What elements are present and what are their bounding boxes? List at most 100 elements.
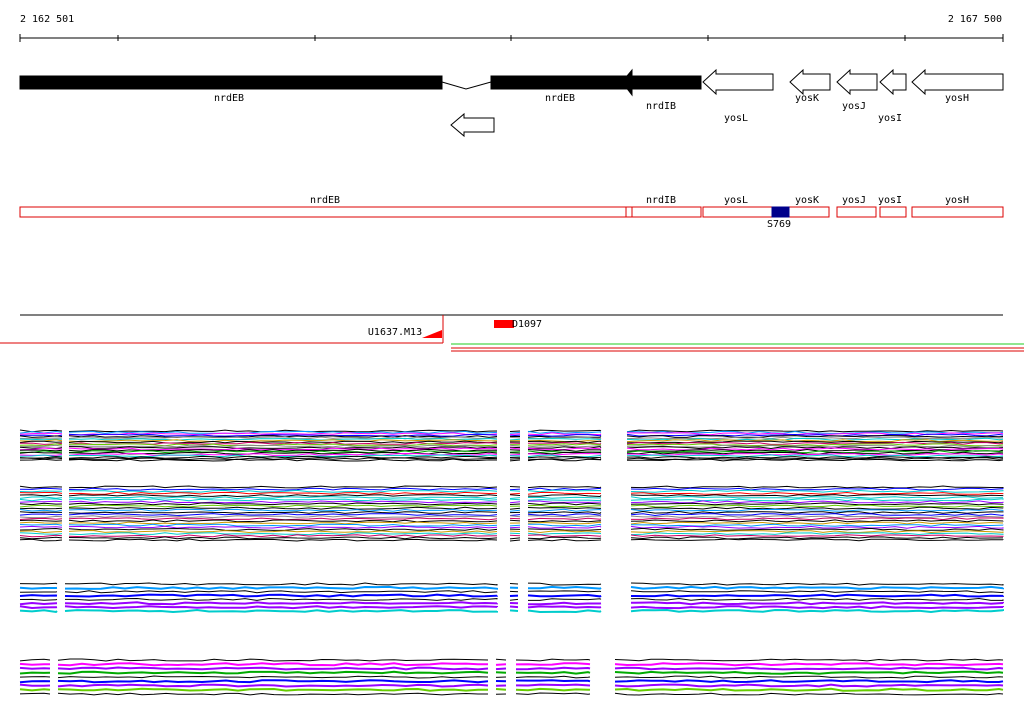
trace xyxy=(614,662,1004,667)
trace xyxy=(527,536,602,540)
trace xyxy=(527,451,602,455)
trace xyxy=(509,524,521,527)
trace xyxy=(527,458,602,462)
trace xyxy=(527,590,602,593)
trace xyxy=(19,443,63,447)
trace xyxy=(64,590,498,594)
trace xyxy=(57,666,489,671)
trace xyxy=(528,508,602,512)
feature-labels: nrdEB nrdIB yosL yosK yosJ yosI yosH S76… xyxy=(310,195,969,230)
gene-label: nrdEB xyxy=(214,93,244,104)
trace xyxy=(509,447,521,450)
trace xyxy=(509,486,521,488)
trace xyxy=(626,447,1004,451)
trace xyxy=(19,490,63,493)
trace xyxy=(19,440,63,444)
trace xyxy=(630,489,1004,493)
trace xyxy=(509,454,521,456)
trace xyxy=(57,687,489,692)
trace xyxy=(509,444,521,447)
trace xyxy=(527,443,601,446)
trace xyxy=(19,676,51,678)
feature-label: yosK xyxy=(795,195,819,206)
trace xyxy=(527,523,602,527)
trace xyxy=(64,601,498,606)
ruler-start: 2 162 501 xyxy=(20,14,74,25)
trace xyxy=(630,496,1004,500)
trace xyxy=(19,594,58,597)
trace xyxy=(68,455,498,459)
trace xyxy=(626,458,1004,462)
trace xyxy=(68,436,498,440)
trace xyxy=(509,609,519,612)
trace xyxy=(19,671,51,675)
trace xyxy=(630,593,1004,598)
gene-label: yosK xyxy=(795,93,819,104)
trace xyxy=(19,523,63,526)
trace xyxy=(68,450,498,454)
trace xyxy=(19,458,63,461)
trace xyxy=(68,440,498,444)
trace xyxy=(626,437,1004,441)
trace xyxy=(68,443,498,447)
trace xyxy=(19,534,63,538)
trace xyxy=(68,494,498,498)
trace xyxy=(68,525,498,529)
trace xyxy=(515,671,591,675)
marker-label: U1637.M13 xyxy=(368,327,422,338)
trace xyxy=(630,508,1004,512)
trace xyxy=(509,515,521,518)
trace xyxy=(527,511,602,514)
trace xyxy=(509,431,521,434)
trace xyxy=(19,692,51,695)
trace xyxy=(630,530,1004,534)
trace xyxy=(68,521,498,525)
trace xyxy=(626,454,1004,458)
trace xyxy=(19,498,63,502)
trace xyxy=(64,582,498,586)
trace xyxy=(527,593,602,598)
trace xyxy=(630,504,1004,508)
trace xyxy=(614,679,1004,684)
trace xyxy=(19,536,63,540)
trace xyxy=(630,605,1004,610)
trace xyxy=(509,530,521,532)
trace xyxy=(64,608,498,614)
trace xyxy=(19,532,63,535)
trace xyxy=(509,490,521,492)
trace xyxy=(528,515,602,519)
trace xyxy=(527,432,602,436)
trace xyxy=(19,504,63,508)
trace xyxy=(68,485,498,489)
trace xyxy=(68,496,498,500)
trace xyxy=(68,508,498,512)
trace xyxy=(509,501,521,504)
trace xyxy=(19,586,58,590)
trace xyxy=(527,496,602,499)
trace xyxy=(527,502,601,506)
trace xyxy=(527,538,601,542)
trace xyxy=(68,534,498,538)
trace xyxy=(515,687,591,692)
trace xyxy=(19,485,63,489)
trace xyxy=(19,429,63,433)
trace xyxy=(68,504,498,508)
trace xyxy=(614,687,1004,692)
trace xyxy=(509,514,521,516)
trace xyxy=(57,683,489,688)
trace xyxy=(19,500,63,503)
trace xyxy=(630,510,1004,514)
trace xyxy=(614,670,1004,675)
trace xyxy=(527,437,602,441)
trace xyxy=(626,433,1004,437)
feature-label: yosI xyxy=(878,195,902,206)
trace xyxy=(630,487,1004,491)
trace xyxy=(527,499,602,502)
trace xyxy=(19,591,58,593)
trace xyxy=(19,451,63,454)
trace xyxy=(57,675,489,679)
trace xyxy=(68,433,498,437)
trace xyxy=(19,521,63,524)
trace xyxy=(631,517,1004,521)
